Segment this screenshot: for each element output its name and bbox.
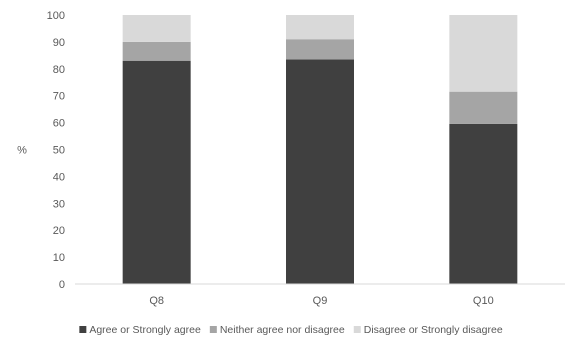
bars	[122, 15, 518, 285]
y-tick-label: 70	[53, 91, 65, 103]
legend-swatch	[353, 326, 361, 333]
y-axis: 0 10 20 30 40 50 60 70 80 90 100	[47, 10, 65, 291]
y-tick-label: 80	[53, 64, 65, 76]
bar-q10-series-2	[449, 15, 518, 92]
legend-item: Disagree or Strongly disagree	[353, 324, 503, 336]
y-tick-label: 60	[53, 118, 65, 130]
x-tick-label: Q9	[313, 295, 328, 307]
bar-q9-series-1	[286, 39, 354, 60]
legend-item: Agree or Strongly agree	[79, 324, 201, 336]
bar-q8-series-2	[122, 15, 191, 42]
y-tick-label: 30	[53, 198, 65, 210]
legend-swatch	[79, 326, 87, 333]
y-tick-label: 40	[53, 171, 65, 183]
legend-item: Neither agree nor disagree	[209, 324, 345, 336]
legend-label: Disagree or Strongly disagree	[364, 324, 503, 336]
x-axis: Q8 Q9 Q10	[149, 295, 493, 307]
bar-q9-series-2	[286, 15, 354, 40]
legend-label: Agree or Strongly agree	[89, 324, 201, 336]
bar-q10-series-1	[449, 91, 518, 124]
legend-swatch	[209, 326, 217, 333]
x-tick-label: Q10	[473, 295, 494, 307]
y-tick-label: 90	[53, 37, 65, 49]
y-tick-label: 0	[59, 279, 65, 291]
bar-q10-series-0	[449, 123, 518, 284]
x-tick-label: Q8	[149, 295, 164, 307]
y-axis-title: %	[17, 145, 27, 157]
y-tick-label: 100	[47, 10, 65, 22]
y-tick-label: 20	[53, 225, 65, 237]
y-tick-label: 10	[53, 252, 65, 264]
y-tick-label: 50	[53, 145, 65, 157]
bar-q8-series-1	[122, 41, 191, 61]
bar-q9-series-0	[286, 59, 354, 285]
legend: Agree or Strongly agree Neither agree nor…	[79, 324, 503, 336]
legend-label: Neither agree nor disagree	[220, 324, 345, 336]
bar-q8-series-0	[122, 60, 191, 285]
